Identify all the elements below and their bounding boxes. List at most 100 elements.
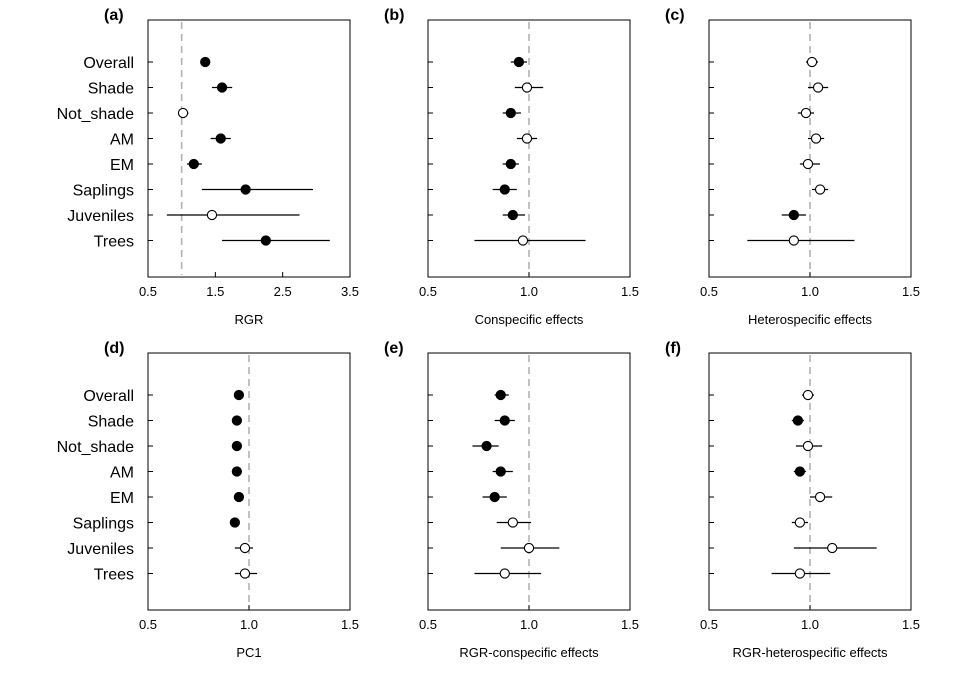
effect-point	[231, 466, 243, 477]
effect-point	[814, 184, 826, 195]
category-label: Saplings	[73, 516, 134, 533]
effect-point	[499, 568, 510, 579]
effect-point	[229, 517, 241, 528]
effect-point	[505, 158, 516, 170]
effect-point	[802, 158, 814, 170]
effect-point	[513, 56, 525, 68]
category-label: Saplings	[73, 183, 134, 200]
panel-tag: (e)	[384, 340, 404, 357]
x-tick-label: 0.5	[139, 284, 157, 299]
x-tick-label: 2.5	[274, 284, 292, 299]
effect-point	[495, 466, 506, 477]
effect-point	[206, 209, 218, 221]
panel-tag: (f)	[665, 340, 681, 357]
category-label: EM	[110, 157, 134, 174]
effect-point	[802, 389, 814, 401]
effect-point	[499, 415, 510, 426]
effect-point	[260, 235, 271, 246]
category-label: Overall	[83, 388, 134, 405]
panel-c: 0.5 1.0 1.5 Heterospecific effects (c)	[665, 7, 920, 327]
x-tick-label: 0.5	[700, 284, 718, 299]
x-axis-label: RGR	[235, 312, 264, 327]
effect-point	[231, 440, 243, 452]
x-tick-label: 0.5	[139, 617, 157, 632]
x-tick-label: 1.0	[520, 284, 538, 299]
effect-point	[810, 133, 822, 144]
effect-point	[788, 209, 799, 221]
effect-point	[827, 542, 838, 554]
x-tick-label: 3.5	[341, 284, 359, 299]
x-axis-label: Heterospecific effects	[748, 312, 873, 327]
effect-point	[505, 107, 516, 119]
x-tick-label: 1.0	[520, 617, 538, 632]
panel-d: 0.5 1.0 1.5 PC1 (d) Overall Shade Not_shade AM EM…	[57, 340, 359, 660]
effect-point	[806, 56, 818, 68]
x-axis-label: RGR-heterospecific effects	[732, 645, 888, 660]
x-tick-label: 1.0	[801, 617, 819, 632]
panel-tag: (a)	[104, 7, 124, 24]
effect-point	[239, 568, 251, 579]
category-label: EM	[110, 490, 134, 507]
panel-f: 0.5 1.0 1.5 RGR-heterospecific effects (f)	[665, 340, 920, 660]
x-axis-label: Conspecific effects	[475, 312, 584, 327]
x-tick-label: 1.5	[902, 617, 920, 632]
effect-point	[521, 133, 533, 144]
panel-b: 0.5 1.0 1.5 Conspecific effects (b)	[384, 7, 639, 327]
effect-point	[215, 133, 226, 144]
effect-point	[188, 158, 199, 170]
effect-point	[240, 184, 251, 195]
effect-point	[233, 491, 245, 503]
x-tick-label: 0.5	[700, 617, 718, 632]
effect-point	[239, 542, 251, 554]
category-label: Shade	[88, 81, 134, 98]
panel-tag: (d)	[104, 340, 124, 357]
effect-point	[200, 56, 211, 68]
effect-point	[794, 517, 806, 528]
effect-point	[507, 209, 518, 221]
x-tick-label: 0.5	[419, 617, 437, 632]
effect-point	[794, 466, 806, 477]
x-tick-label: 1.5	[206, 284, 224, 299]
category-label: Trees	[94, 567, 134, 584]
effect-point	[802, 440, 814, 452]
effect-point	[812, 82, 824, 93]
x-tick-label: 1.5	[621, 617, 639, 632]
effect-point	[233, 389, 245, 401]
panel-e: 0.5 1.0 1.5 RGR-conspecific effects (e)	[384, 340, 639, 660]
effect-point	[499, 184, 510, 195]
effect-point	[507, 517, 518, 528]
effect-point	[788, 235, 799, 246]
category-label: AM	[110, 132, 134, 149]
effect-point	[523, 542, 535, 554]
x-tick-label: 1.0	[801, 284, 819, 299]
x-tick-label: 0.5	[419, 284, 437, 299]
panel-tag: (b)	[384, 7, 404, 24]
category-label: Not_shade	[57, 106, 134, 123]
category-label: Trees	[94, 234, 134, 251]
effect-point	[177, 107, 189, 119]
effect-point	[794, 568, 806, 579]
category-label: Overall	[83, 55, 134, 72]
category-label: Shade	[88, 414, 134, 431]
category-label: Juveniles	[67, 541, 134, 558]
effect-point	[792, 415, 804, 426]
x-tick-label: 1.5	[621, 284, 639, 299]
effect-point	[517, 235, 529, 246]
effect-point	[800, 107, 812, 119]
effect-point	[489, 491, 500, 503]
x-tick-label: 1.5	[902, 284, 920, 299]
panel-tag: (c)	[665, 7, 685, 24]
x-tick-label: 1.0	[240, 617, 258, 632]
x-axis-label: RGR-conspecific effects	[459, 645, 599, 660]
plot-frame	[147, 19, 351, 278]
x-tick-label: 1.5	[341, 617, 359, 632]
effect-point	[481, 440, 492, 452]
effect-point	[231, 415, 243, 426]
category-label: Not_shade	[57, 439, 134, 456]
panel-a: 0.5 1.5 2.5 3.5 RGR (a) Overall Shade Not_shade A…	[57, 7, 359, 327]
category-label: AM	[110, 465, 134, 482]
effect-point	[216, 82, 228, 93]
x-axis-label: PC1	[236, 645, 261, 660]
effect-point	[521, 82, 533, 93]
